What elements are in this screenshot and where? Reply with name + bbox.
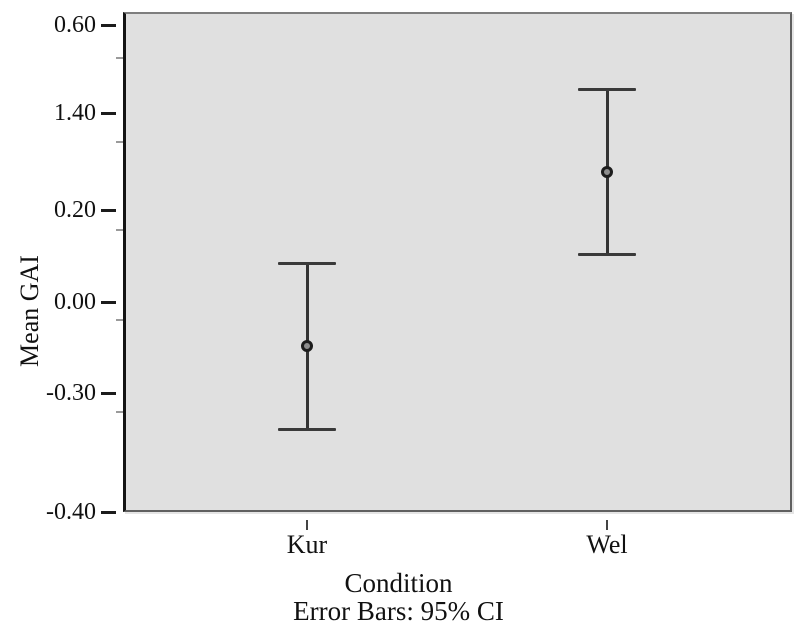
x-axis-title: Condition [344,568,453,598]
y-tick-label: 1.40 [54,100,96,126]
y-minor-tick-mark [116,229,123,231]
y-tick-mark [101,112,116,115]
y-tick-label: 0.20 [54,197,96,223]
y-tick-label: -0.40 [46,499,96,525]
x-tick-mark [306,520,308,530]
error-bar-cap-top [278,262,336,265]
y-minor-tick-mark [116,57,123,59]
y-tick-label: 0.00 [54,289,96,315]
y-tick-mark [101,392,116,395]
x-tick-mark [606,520,608,530]
error-bars-footnote: Error Bars: 95% CI [293,596,504,626]
y-tick-label: -0.30 [46,380,96,406]
error-bar-cap-top [578,88,636,91]
error-bar-cap-bottom [578,253,636,256]
y-minor-tick-mark [116,319,123,321]
y-tick-mark [101,511,116,514]
y-tick-label: 0.60 [54,12,96,38]
y-minor-tick-mark [116,141,123,143]
mean-marker [601,166,613,178]
x-category-label: Kur [286,530,328,559]
plot-area [123,12,792,512]
y-tick-mark [101,301,116,304]
error-bar-cap-bottom [278,428,336,431]
x-category-label: Wel [586,530,628,559]
y-minor-tick-mark [116,411,123,413]
y-tick-mark [101,209,116,212]
y-tick-mark [101,24,116,27]
mean-marker [301,340,313,352]
